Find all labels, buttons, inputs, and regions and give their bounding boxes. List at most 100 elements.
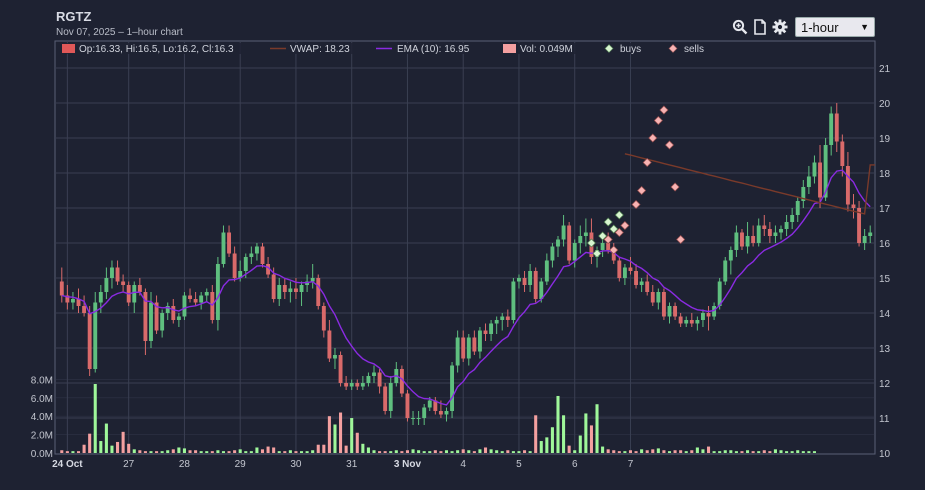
- volume-bar: [311, 450, 315, 453]
- candle-body: [416, 418, 421, 419]
- candle-body: [561, 225, 566, 240]
- volume-bar: [762, 450, 766, 453]
- candle-body: [82, 306, 87, 313]
- candle-body: [377, 372, 382, 387]
- volume-bar: [439, 451, 443, 453]
- candle-body: [517, 278, 521, 282]
- candle-body: [628, 267, 633, 271]
- sell-marker: [653, 116, 663, 125]
- candle-body: [472, 337, 477, 352]
- volume-bar: [773, 449, 777, 453]
- candle-body: [355, 383, 360, 387]
- volume-bar: [684, 451, 688, 453]
- volume-bar: [746, 450, 750, 453]
- candle-body: [572, 243, 577, 261]
- volume-bar: [244, 451, 248, 453]
- volume-bar: [695, 447, 699, 453]
- volume-bar: [333, 424, 337, 453]
- volume-bar: [523, 450, 527, 453]
- candle-body: [834, 113, 839, 142]
- candle-body: [823, 145, 828, 198]
- buy-marker: [592, 249, 602, 258]
- candle-body: [818, 162, 822, 198]
- volume-bar: [472, 451, 476, 453]
- volume-bar: [595, 404, 599, 453]
- sell-marker: [670, 182, 680, 192]
- candle-body: [862, 236, 867, 243]
- volume-bar: [411, 449, 415, 453]
- volume-bar: [617, 451, 621, 453]
- candle-body: [76, 299, 81, 306]
- time-tick-label: 27: [123, 459, 135, 470]
- chart-subtitle: Nov 07, 2025 – 1–hour chart: [56, 27, 183, 38]
- candle-body: [444, 411, 449, 415]
- candle-body: [143, 292, 148, 341]
- volume-bar: [450, 451, 454, 453]
- volume-bar: [428, 451, 432, 453]
- candle-body: [422, 407, 427, 418]
- price-tick-label: 19: [879, 134, 891, 145]
- candle-body: [639, 281, 644, 285]
- volume-bar: [662, 450, 666, 453]
- gear-icon[interactable]: [771, 18, 789, 36]
- candle-body: [327, 330, 332, 359]
- candle-body: [544, 260, 549, 282]
- volume-bar: [199, 451, 203, 453]
- volume-tick-label: 8.0M: [31, 375, 53, 386]
- candle-body: [160, 313, 165, 331]
- sell-marker: [637, 186, 647, 195]
- candle-body: [137, 285, 142, 292]
- candle-body: [751, 236, 756, 243]
- volume-bar: [188, 450, 192, 453]
- volume-bar: [110, 445, 114, 453]
- legend-vol: Vol: 0.049M: [520, 44, 573, 55]
- volume-tick-label: 0.0M: [31, 449, 53, 460]
- candle-body: [689, 320, 694, 324]
- volume-bar: [506, 450, 510, 453]
- candle-body: [321, 306, 326, 331]
- volume-bar: [344, 445, 348, 453]
- candle-body: [277, 285, 282, 299]
- price-tick-label: 16: [879, 239, 891, 250]
- time-tick-label: 5: [516, 459, 522, 470]
- price-tick-label: 14: [879, 309, 891, 320]
- volume-bar: [790, 451, 794, 453]
- volume-bar: [121, 431, 125, 453]
- candle-body: [511, 281, 516, 320]
- volume-bar: [550, 427, 554, 453]
- time-tick-label: 7: [628, 459, 634, 470]
- document-icon[interactable]: [751, 18, 769, 36]
- volume-bar: [740, 451, 744, 453]
- volume-bar: [400, 451, 404, 453]
- volume-bar: [71, 451, 75, 453]
- candle-body: [104, 278, 109, 292]
- candle-body: [405, 393, 410, 418]
- sell-marker: [631, 200, 641, 209]
- volume-bar: [132, 449, 136, 453]
- price-tick-label: 13: [879, 344, 891, 355]
- volume-bar: [807, 451, 811, 453]
- volume-bar: [645, 450, 649, 453]
- candle-body: [110, 267, 114, 278]
- candle-body: [829, 113, 834, 145]
- volume-bar: [182, 448, 186, 453]
- candle-body: [645, 281, 650, 292]
- candle-body: [611, 250, 616, 261]
- candle-body: [238, 271, 243, 278]
- candle-body: [282, 285, 287, 292]
- volume-bar: [378, 451, 382, 453]
- zoom-icon[interactable]: [731, 18, 749, 36]
- volume-bar: [361, 443, 365, 453]
- volume-bar: [623, 451, 627, 453]
- price-tick-label: 17: [879, 204, 891, 215]
- candle-body: [701, 313, 705, 320]
- interval-select[interactable]: 1-hour ▼: [795, 17, 875, 37]
- plot-frame: [54, 40, 876, 455]
- candle-body: [227, 232, 231, 254]
- candle-body: [232, 253, 237, 278]
- volume-bar: [305, 451, 309, 453]
- symbol-title: RGTZ: [56, 9, 92, 24]
- volume-bar: [104, 423, 108, 453]
- candle-body: [210, 292, 215, 320]
